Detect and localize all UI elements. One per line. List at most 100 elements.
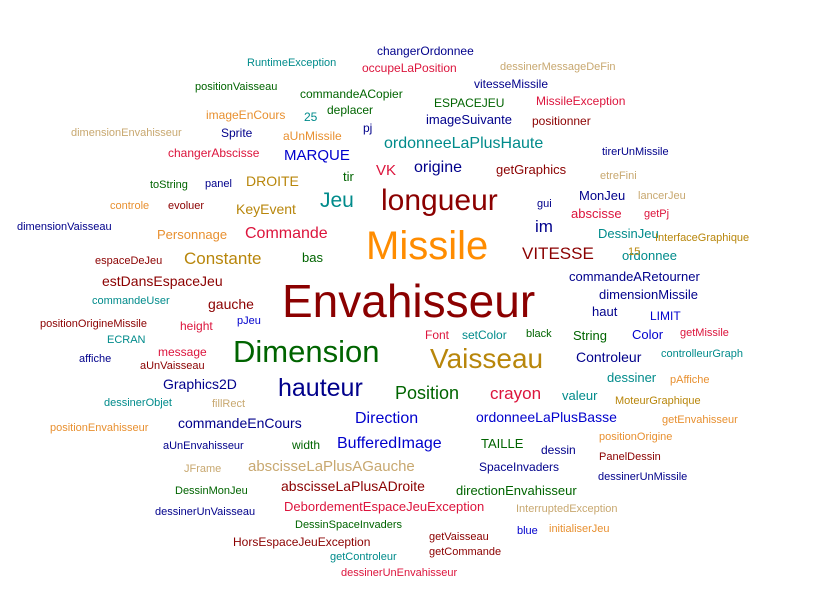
word-get-pj: getPj [644, 208, 670, 220]
word-dessiner-message-de-fin: dessinerMessageDeFin [500, 61, 616, 73]
word-sprite: Sprite [221, 126, 253, 140]
word-image-suivante: imageSuivante [426, 112, 512, 127]
word-get-missile: getMissile [680, 327, 729, 339]
word-haut: haut [592, 304, 618, 319]
word-debordement-espace-jeu-exception: DebordementEspaceJeuException [284, 499, 485, 514]
word-limit: LIMIT [650, 309, 681, 323]
word-gauche: gauche [208, 296, 254, 312]
word-space-invaders: SpaceInvaders [479, 460, 560, 474]
word-dimension: Dimension [233, 334, 380, 369]
word-droite: DROITE [246, 173, 299, 189]
word-lancer-jeu: lancerJeu [638, 190, 686, 202]
word-controleur: Controleur [576, 349, 642, 365]
word-a-un-envahisseur: aUnEnvahisseur [163, 440, 244, 452]
word-crayon: crayon [490, 384, 542, 403]
word-25: 25 [304, 110, 318, 124]
word-evoluer: evoluer [168, 200, 205, 212]
word-espacejeu: ESPACEJEU [434, 96, 505, 110]
word-valeur: valeur [562, 388, 598, 403]
word-ordonnee-la-plus-haute: ordonneeLaPlusHaute [384, 135, 544, 152]
word-set-color: setColor [462, 328, 507, 342]
word-message: message [158, 345, 207, 359]
word-tir: tir [343, 169, 354, 184]
word-abscisse: abscisse [571, 206, 622, 221]
word-font: Font [425, 328, 450, 342]
word-to-string: toString [150, 179, 188, 191]
word-missile: Missile [366, 224, 489, 268]
word-personnage: Personnage [157, 227, 228, 242]
word-position-origine: positionOrigine [599, 431, 673, 443]
word-affiche: affiche [79, 353, 112, 365]
word-vaisseau: Vaisseau [430, 343, 544, 374]
word-moteur-graphique: MoteurGraphique [615, 395, 701, 407]
word-p-jeu: pJeu [237, 315, 261, 327]
word-etre-fini: etreFini [600, 170, 637, 182]
word-longueur: longueur [381, 184, 498, 217]
word-marque: MARQUE [284, 147, 350, 164]
word-missile-exception: MissileException [536, 94, 626, 108]
word-panel-dessin: PanelDessin [599, 451, 661, 463]
word-ecran: ECRAN [107, 334, 146, 346]
word-jframe: JFrame [184, 463, 222, 475]
word-dimension-envahisseur: dimensionEnvahisseur [71, 127, 182, 139]
word-jeu: Jeu [320, 189, 354, 212]
word-controlleur-graph: controlleurGraph [661, 348, 743, 360]
word-occupe-la-position: occupeLaPosition [362, 61, 457, 75]
word-controle: controle [110, 200, 150, 212]
word-key-event: KeyEvent [236, 201, 296, 217]
word-bas: bas [302, 250, 323, 265]
word-hors-espace-jeu-exception: HorsEspaceJeuException [233, 535, 371, 549]
word-commande-aretourner: commandeARetourner [569, 269, 700, 284]
word-changer-abscisse: changerAbscisse [168, 146, 260, 160]
word-dessiner-objet: dessinerObjet [104, 397, 172, 409]
word-envahisseur: Envahisseur [282, 275, 536, 327]
word-positionner: positionner [532, 114, 591, 128]
word-interrupted-exception: InterruptedException [516, 503, 618, 515]
word-get-commande: getCommande [429, 546, 502, 558]
word-origine: origine [414, 159, 463, 176]
word-initialiser-jeu: initialiserJeu [549, 523, 610, 535]
word-get-controleur: getControleur [330, 551, 397, 563]
word-fill-rect: fillRect [212, 398, 246, 410]
word-deplacer: deplacer [327, 103, 374, 117]
word-image-en-cours: imageEnCours [206, 108, 286, 122]
word-height: height [180, 319, 213, 333]
word-commande-acopier: commandeACopier [300, 87, 403, 101]
word-vk: VK [376, 162, 397, 179]
word-dessiner: dessiner [607, 370, 657, 385]
word-interface-graphique: InterfaceGraphique [655, 232, 750, 244]
word-get-graphics: getGraphics [496, 162, 567, 177]
word-hauteur: hauteur [278, 374, 363, 402]
word-constante: Constante [184, 249, 262, 268]
word-a-un-missile: aUnMissile [283, 129, 342, 143]
word-width: width [292, 438, 321, 452]
word-panel: panel [205, 178, 232, 190]
word-commande-en-cours: commandeEnCours [178, 415, 302, 431]
word-dessin-mon-jeu: DessinMonJeu [175, 485, 248, 497]
word-mon-jeu: MonJeu [579, 188, 626, 203]
word-position-origine-missile: positionOrigineMissile [40, 318, 147, 330]
word-a-un-vaisseau: aUnVaisseau [140, 360, 205, 372]
word-buffered-image: BufferedImage [337, 435, 442, 452]
word-dessiner-un-envahisseur: dessinerUnEnvahisseur [341, 567, 458, 579]
word-dessiner-un-vaisseau: dessinerUnVaisseau [155, 506, 256, 518]
word-direction-envahisseur: directionEnvahisseur [456, 483, 577, 498]
word-ordonnee: ordonnee [622, 248, 677, 263]
word-tirer-un-missile: tirerUnMissile [602, 146, 669, 158]
word-commande-user: commandeUser [92, 295, 170, 307]
word-abscisse-la-plus-agauche: abscisseLaPlusAGauche [248, 458, 415, 475]
word-vitesse: VITESSE [522, 244, 594, 263]
word-dessin: dessin [541, 443, 576, 457]
word-espace-de-jeu: espaceDeJeu [95, 255, 163, 267]
word-string: String [573, 328, 607, 343]
word-runtime-exception: RuntimeException [247, 57, 337, 69]
word-position-envahisseur: positionEnvahisseur [50, 422, 149, 434]
word-est-dans-espace-jeu: estDansEspaceJeu [102, 273, 223, 289]
word-position-vaisseau: positionVaisseau [195, 81, 278, 93]
word-im: im [535, 217, 553, 236]
word-ordonnee-la-plus-basse: ordonneeLaPlusBasse [476, 409, 617, 425]
word-dessin-jeu: DessinJeu [598, 226, 659, 241]
word-get-vaisseau: getVaisseau [429, 531, 489, 543]
word-dessiner-un-missile: dessinerUnMissile [598, 471, 688, 483]
